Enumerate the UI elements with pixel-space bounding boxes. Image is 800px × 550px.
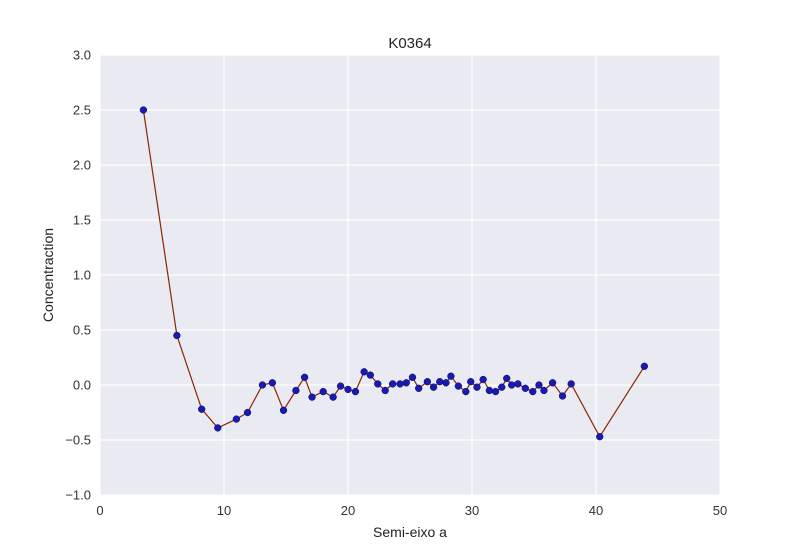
x-tick-label: 30 (465, 503, 479, 518)
data-point (423, 378, 432, 386)
data-point (503, 374, 511, 383)
data-point (374, 380, 382, 388)
y-tick-label: 1.0 (73, 268, 91, 283)
data-point (640, 362, 649, 370)
y-tick-label: 0.5 (73, 323, 91, 338)
data-point (139, 106, 148, 114)
data-point (462, 387, 470, 396)
data-point (173, 331, 181, 340)
data-point (508, 381, 516, 389)
chart-title: K0364 (388, 35, 431, 52)
data-point (596, 433, 604, 441)
data-point (268, 379, 277, 387)
data-point (485, 386, 494, 395)
data-point (415, 384, 423, 392)
data-point (381, 386, 389, 395)
data-point (351, 387, 360, 396)
data-point (473, 383, 481, 391)
data-point (442, 379, 450, 387)
x-tick-label: 10 (217, 503, 231, 518)
x-tick-label: 20 (341, 503, 355, 518)
data-point (429, 383, 438, 391)
data-point (540, 386, 548, 395)
data-point (436, 378, 444, 386)
data-point (198, 405, 206, 413)
x-tick-label: 0 (96, 503, 103, 518)
y-tick-label: 0.0 (73, 378, 91, 393)
data-point (292, 386, 300, 395)
y-tick-label: −1.0 (65, 488, 91, 503)
data-point (535, 381, 543, 389)
data-point (336, 382, 345, 390)
data-point (558, 392, 567, 400)
data-point (214, 424, 222, 432)
data-point (498, 383, 506, 391)
y-tick-label: 3.0 (73, 48, 91, 63)
data-point (521, 384, 529, 392)
y-tick-labels: −1.0 −0.5 0.0 0.5 1.0 1.5 2.0 2.5 3.0 (65, 48, 91, 503)
data-point (279, 406, 288, 414)
y-tick-label: 1.5 (73, 213, 91, 228)
data-point (300, 373, 309, 381)
data-point (454, 382, 463, 390)
x-axis-title: Semi-eixo a (373, 524, 447, 540)
data-point (479, 375, 487, 384)
x-tick-labels: 0 10 20 30 40 50 (96, 503, 727, 518)
data-point (344, 385, 352, 394)
y-tick-label: 2.0 (73, 158, 91, 173)
data-point (232, 415, 241, 423)
data-point (258, 381, 267, 389)
data-point (491, 387, 500, 396)
data-point (243, 408, 252, 417)
data-series (139, 106, 649, 441)
data-point (388, 380, 397, 388)
data-point (467, 378, 475, 386)
data-point (514, 380, 522, 388)
y-tick-label: 2.5 (73, 103, 91, 118)
data-point (396, 380, 404, 388)
data-point (567, 380, 575, 388)
data-point (447, 372, 455, 380)
x-tick-label: 50 (713, 503, 727, 518)
data-point (329, 393, 337, 401)
y-tick-label: −0.5 (65, 433, 91, 448)
grid-lines (99, 54, 721, 496)
y-axis-title: Concentraction (40, 228, 56, 322)
data-point (548, 379, 557, 387)
data-point (360, 368, 368, 376)
data-point (402, 379, 410, 387)
data-point (308, 393, 316, 401)
data-point (366, 371, 374, 379)
data-point (529, 387, 537, 396)
x-tick-label: 40 (589, 503, 603, 518)
data-point (408, 373, 417, 381)
data-point (319, 387, 327, 396)
